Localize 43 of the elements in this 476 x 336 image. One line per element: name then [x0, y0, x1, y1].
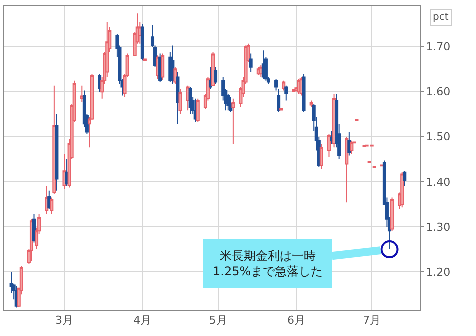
y-axis-title: pct [433, 12, 449, 23]
candlestick [214, 66, 218, 85]
candlestick [232, 98, 236, 145]
candlestick [229, 97, 233, 113]
candlestick [176, 72, 180, 125]
y-tick-label: 1.20 [426, 266, 451, 279]
candlestick [143, 58, 147, 62]
y-tick-label: 1.70 [426, 40, 451, 54]
y-tick-label: 1.40 [426, 176, 451, 189]
candlestick [140, 24, 144, 62]
y-tick-label: 1.30 [426, 220, 451, 234]
candlestick [355, 118, 359, 122]
x-tick-label: 5月 [209, 314, 228, 328]
x-tick-label: 6月 [287, 314, 306, 328]
y-tick-label: 1.60 [426, 86, 451, 99]
candlestick [390, 197, 394, 232]
candlestick [320, 144, 324, 170]
candlestick [345, 136, 349, 204]
annotation: 米長期金利は一時1.25%まで急落した [213, 249, 324, 279]
candlestick [249, 53, 253, 73]
candlestick [368, 161, 372, 164]
candlestick [208, 66, 212, 90]
candlestick [161, 53, 165, 81]
candlestick [188, 86, 192, 115]
candlestick [403, 170, 407, 186]
y-tick-label: 1.50 [426, 130, 451, 144]
candlestick [302, 74, 306, 113]
candlestick [400, 172, 404, 208]
candlestick [282, 80, 286, 92]
candlestick [310, 100, 314, 108]
candlestick [194, 98, 198, 123]
candlestick [330, 130, 334, 145]
candlestick [178, 88, 182, 115]
candlestick [226, 93, 230, 112]
candlestick [284, 85, 288, 102]
x-tick-label: 7月 [363, 314, 382, 328]
candlestick [80, 85, 84, 104]
candlestick [196, 98, 200, 123]
candlestick [350, 140, 354, 155]
x-tick-label: 3月 [56, 314, 74, 328]
candlestick [171, 45, 175, 85]
candlestick [372, 166, 376, 169]
x-tick-label: 4月 [134, 314, 152, 328]
